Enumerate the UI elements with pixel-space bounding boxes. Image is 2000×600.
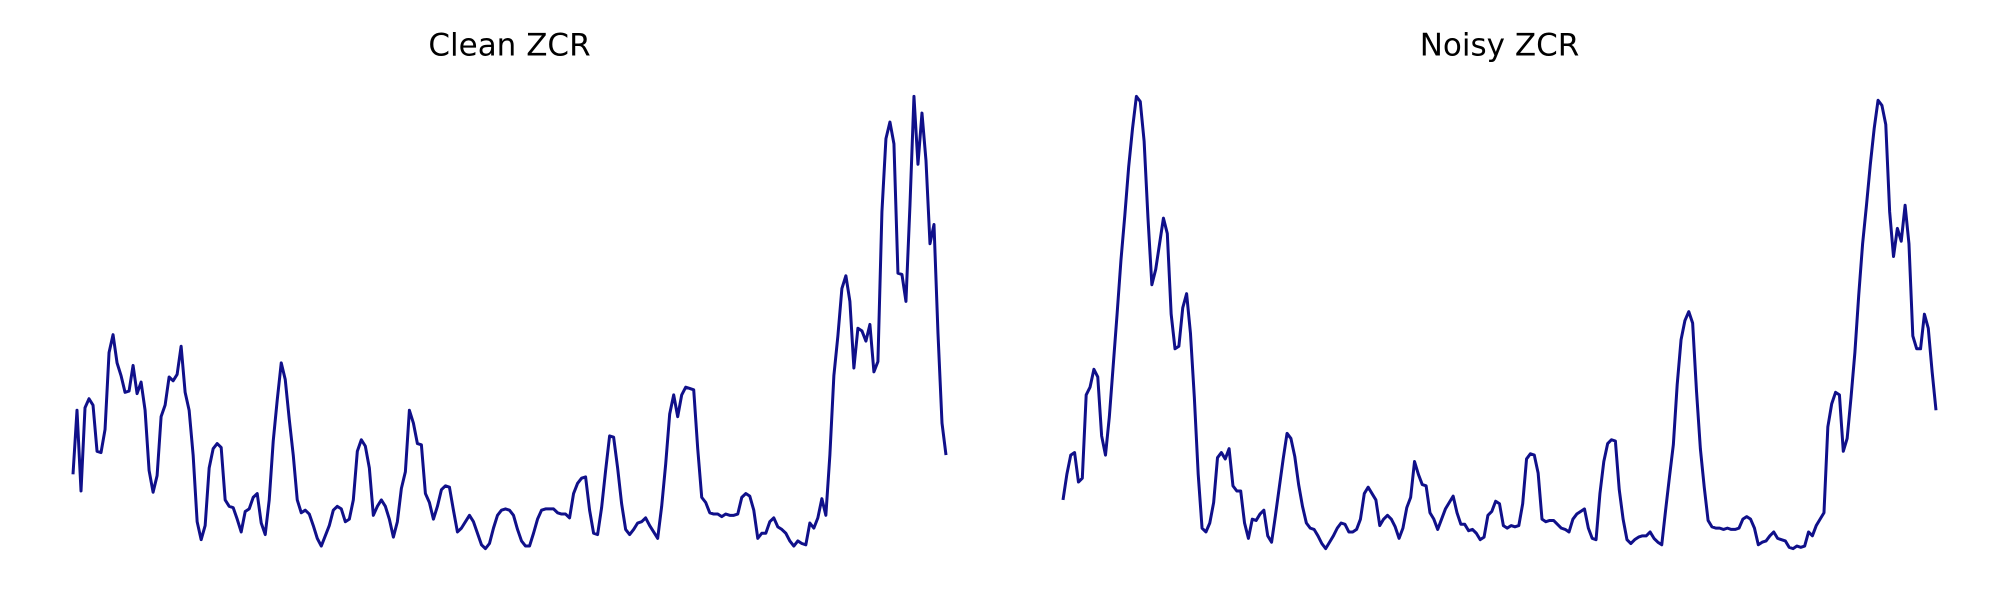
zcr-line: [1061, 94, 1938, 551]
zcr-line: [71, 94, 948, 551]
chart-title: Clean ZCR: [428, 28, 590, 64]
chart-title: Noisy ZCR: [1420, 28, 1580, 64]
